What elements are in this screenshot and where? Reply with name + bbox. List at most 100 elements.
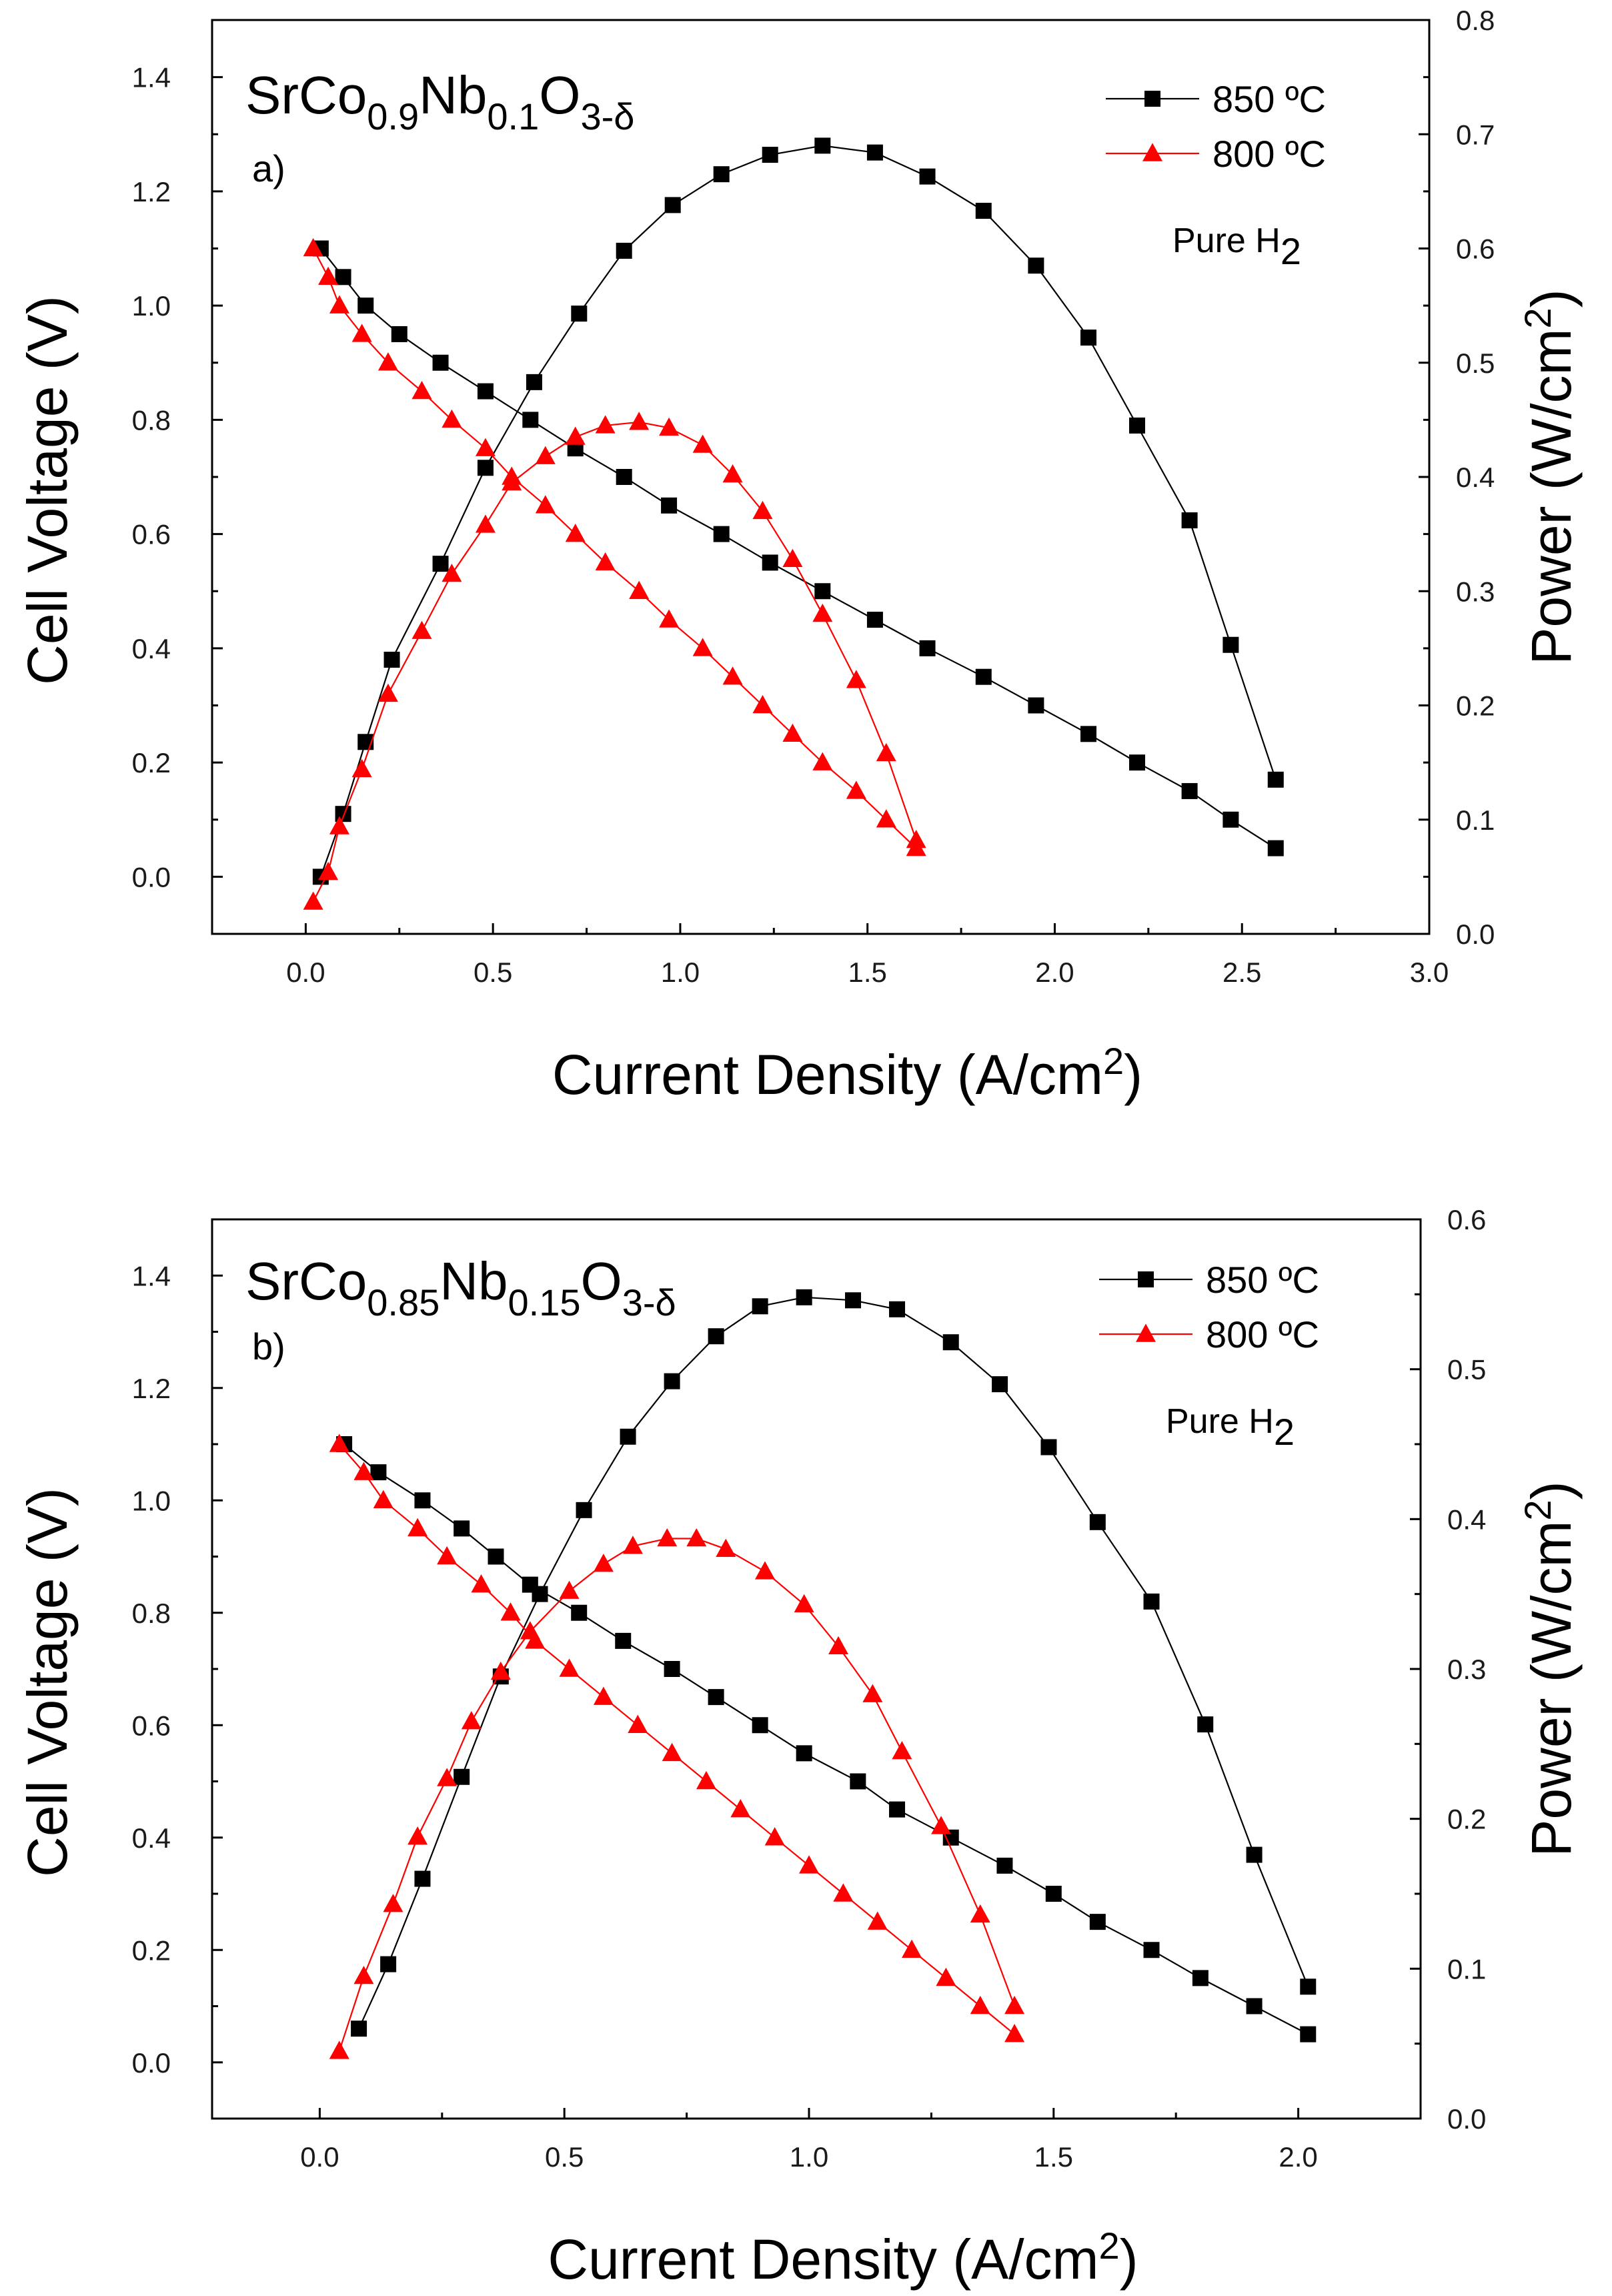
x-axis-title: Current Density (A/cm2) [548,2225,1138,2291]
series-power-850C [351,1289,1317,2037]
y-left-tick-label: 0.6 [132,519,171,550]
data-point [593,1686,614,1705]
data-point [490,1661,511,1680]
y-left-tick-label: 0.0 [132,861,171,893]
y-left-tick-label: 0.8 [132,1598,171,1629]
data-point [846,670,866,688]
y-axis-right: 0.0 0.1 0.2 0.3 0.4 0.5 0.6 [1410,1204,1486,2135]
data-point [1089,1914,1106,1930]
data-point [461,1711,482,1730]
data-point [383,1894,404,1912]
y-left-tick-label: 0.2 [132,1934,171,1966]
panel-a: 0.0 0.5 1.0 1.5 2.0 2.5 3.00.00.20.40.60.81.01… [16,5,1583,1106]
data-point [475,514,496,533]
y-axis-left: 0.0 0.2 0.4 0.6 0.8 1.0 1.2 1.4 [132,19,223,935]
data-point [1089,1514,1106,1530]
data-point [664,1373,680,1389]
data-point [377,352,398,371]
data-point [357,298,374,314]
y-axis-right: 0.0 0.1 0.2 0.3 0.4 0.5 0.6 0.7 0.8 [1419,5,1495,950]
data-point [664,1661,680,1677]
condition-label: Pure H2 [1166,1402,1295,1453]
data-point [471,1574,492,1593]
data-point [454,1768,470,1785]
formula-label: SrCo0.85Nb0.15O3-δ [245,1251,676,1323]
y-left-tick-label: 1.2 [132,1373,171,1404]
y-left-tick-label: 0.4 [132,633,171,664]
data-point [876,742,896,762]
y-left-tick-label: 0.0 [132,2047,171,2079]
y-left-axis-title: Cell Voltage (V) [16,296,79,685]
data-point [919,168,936,185]
data-point [525,1630,546,1649]
legend-marker [1138,1271,1154,1287]
data-point [353,1462,374,1480]
y-right-tick-label: 0.0 [1447,2103,1486,2135]
data-point [798,1855,819,1874]
y-left-tick-label: 1.0 [132,1485,171,1516]
data-point [662,1742,682,1762]
data-point [408,1826,428,1845]
data-point [659,609,680,628]
data-point [1267,840,1284,856]
data-point [812,603,833,622]
data-point [432,556,449,572]
y-right-tick-label: 0.1 [1447,1953,1486,1984]
y-right-tick-label: 0.4 [1447,1504,1486,1535]
data-point [657,1528,678,1547]
data-point [629,580,650,599]
data-point [559,1580,580,1599]
data-point [488,1548,504,1565]
legend-marker [1136,1323,1156,1342]
legend-label: 850 ºC [1206,1259,1319,1301]
data-point [931,1816,952,1834]
x-tick-label: 1.0 [790,2141,828,2173]
series-line [338,1538,1016,2052]
data-point [892,1740,912,1760]
series-line [343,1444,1309,2035]
data-point [1300,2026,1317,2043]
legend-item: 800 ºC [1106,133,1326,175]
data-point [477,383,494,400]
y-left-tick-label: 1.4 [132,62,171,93]
x-tick-label: 2.0 [1279,2141,1317,2173]
x-axis-title: Current Density (A/cm2) [552,1040,1142,1106]
data-point [351,2021,367,2037]
data-point [377,683,398,702]
x-axis: 0.0 0.5 1.0 1.5 2.0 [300,2108,1422,2173]
data-point [629,412,650,430]
data-point [329,816,349,834]
y-right-axis-title: Power (W/cm2) [1517,1481,1583,1856]
panel-b: 0.0 0.5 1.0 1.5 2.00.00.20.40.60.81.01.21.40… [16,1204,1583,2291]
data-point [1246,1846,1263,1863]
data-point [1004,1995,1025,2015]
x-tick-label: 0.0 [300,2141,339,2173]
data-point [919,640,936,656]
data-point [335,269,351,285]
series-line [338,1444,1015,2035]
data-point [595,552,616,571]
panel-label: b) [252,1325,285,1367]
data-point [1267,771,1284,788]
data-point [876,809,896,828]
data-point [318,266,339,285]
y-left-tick-label: 0.2 [132,747,171,778]
y-right-tick-label: 0.6 [1456,233,1495,265]
data-point [867,1911,888,1930]
data-point [866,144,883,161]
data-point [752,694,773,714]
data-point [615,1632,632,1649]
legend-marker [1142,143,1162,161]
data-point [412,620,432,639]
data-point [1080,330,1096,346]
series-line [358,1296,1309,2029]
legend-item: 850 ºC [1099,1259,1319,1301]
y-right-tick-label: 0.7 [1456,119,1495,150]
data-point [442,563,462,582]
panel-label: a) [252,147,285,189]
data-point [850,1773,866,1790]
data-point [571,306,588,322]
data-point [975,202,992,219]
data-point [565,524,586,542]
